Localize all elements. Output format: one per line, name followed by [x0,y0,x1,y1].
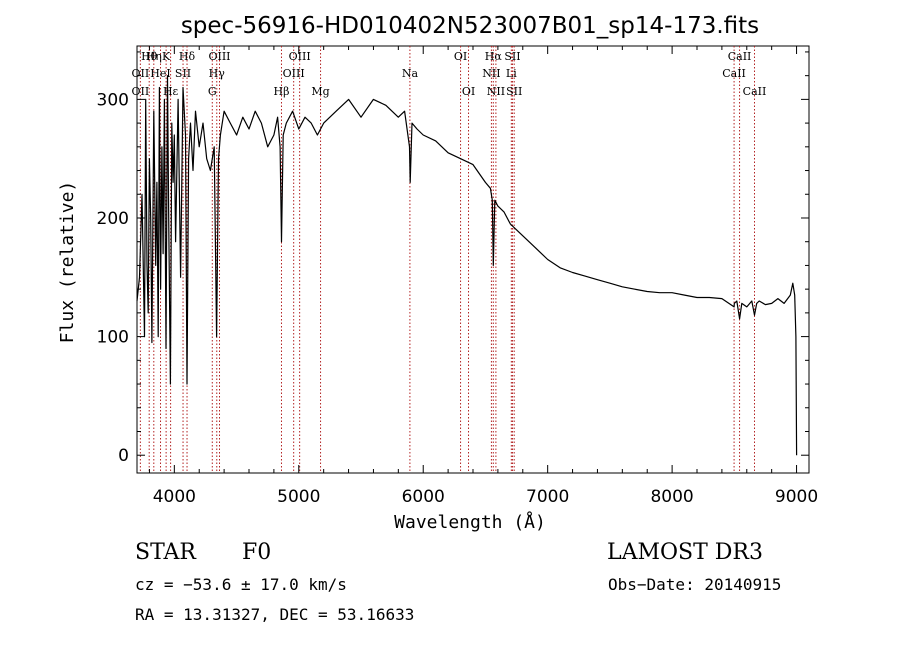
line-label-1: OII [132,67,150,80]
line-label-2: OII [132,85,150,98]
line-label-12: Hβ [274,85,290,98]
line-label-17: OI [454,50,467,63]
line-label-25: CaII [728,50,752,63]
line-label-22: SII [504,50,520,63]
line-label-5: K [162,50,171,63]
plot-frame [136,45,810,474]
line-label-10: Hγ [209,67,226,80]
redshift-velocity: cz = −53.6 ± 17.0 km/s [135,575,347,594]
y-tick-label-0: 0 [118,446,129,466]
x-tick-label-3: 7000 [526,487,569,507]
line-label-21: NII [487,85,505,98]
line-label-3: Hθ [141,50,158,63]
object-class: STAR [135,540,196,565]
survey-name: LAMOST DR3 [607,540,763,565]
line-label-14: OIII [283,67,305,80]
line-label-7: SII [175,67,191,80]
line-label-24: SII [506,85,522,98]
observation-date: Obs−Date: 20140915 [608,575,782,594]
line-label-19: Hα [485,50,503,63]
line-label-9: OIII [208,50,230,63]
line-label-23: Li [506,67,517,80]
x-axis-ticks: 4000 5000 6000 7000 8000 9000 [148,46,818,507]
x-axis-label: Wavelength (Å) [394,511,546,533]
spectral-line-markers [139,46,755,473]
line-label-0: Hη [146,50,162,63]
line-label-26: CaII [722,67,746,80]
y-axis-label: Flux (relative) [57,181,78,344]
spectrum-line [136,75,798,456]
sky-coordinates: RA = 13.31327, DEC = 53.16633 [135,605,415,624]
x-tick-label-0: 4000 [153,487,196,507]
x-tick-label-5: 9000 [775,487,818,507]
line-label-11: G [208,85,217,98]
chart-title: spec-56916-HD010402N523007B01_sp14-173.f… [181,13,759,39]
y-tick-label-2: 200 [97,209,129,229]
line-label-8: Hδ [179,50,196,63]
line-label-15: Mg [311,85,329,98]
object-subclass: F0 [242,540,272,565]
line-label-16: Na [402,67,419,80]
y-tick-label-3: 300 [97,90,129,110]
y-tick-label-1: 100 [97,328,129,348]
spectral-line-labels: Hη OII OII Hθ HeI K Hε SII Hδ OIII Hγ G Hβ OIII OIII Mg… [132,50,767,98]
line-label-20: NII [482,67,500,80]
line-label-6: Hε [163,85,179,98]
line-label-18: OI [462,85,475,98]
y-axis-ticks: 0 100 200 300 [97,51,809,466]
line-label-13: OIII [289,50,311,63]
x-tick-label-1: 5000 [277,487,320,507]
x-tick-label-2: 6000 [402,487,445,507]
line-label-4: HeI [150,67,170,80]
x-tick-label-4: 8000 [650,487,693,507]
line-label-27: CaII [743,85,767,98]
